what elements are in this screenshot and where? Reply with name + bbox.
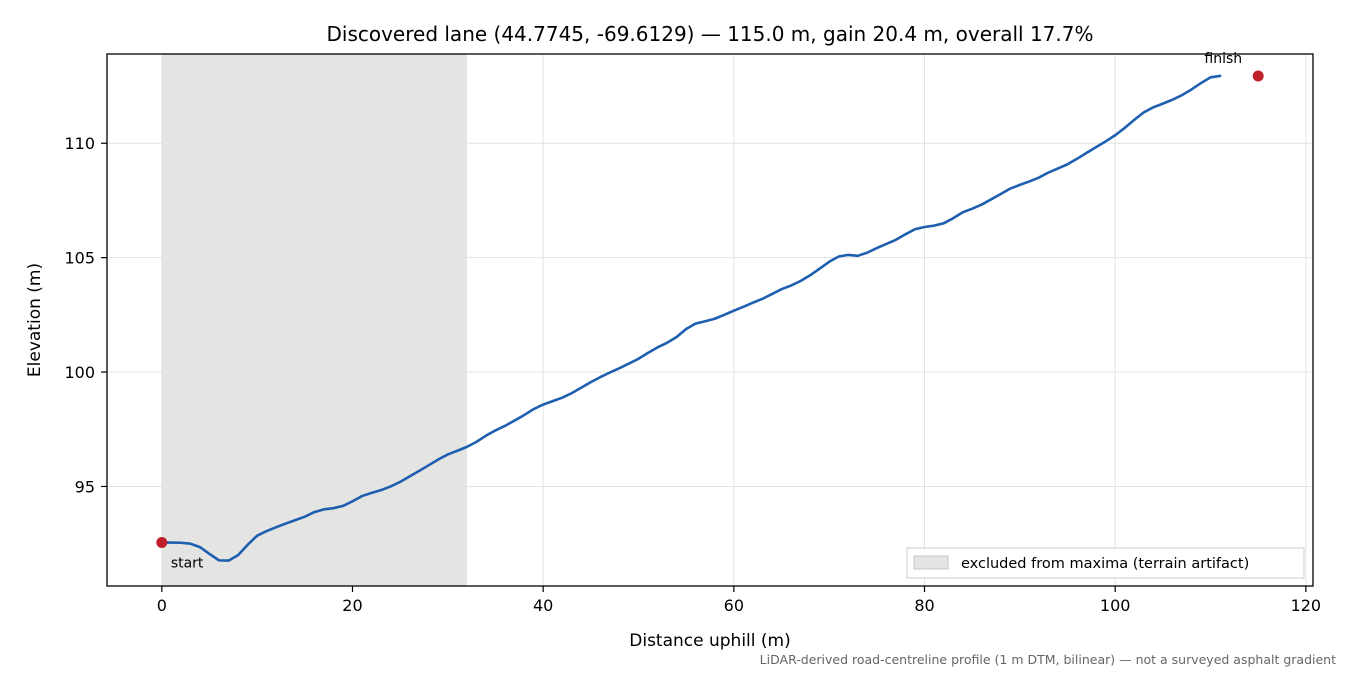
legend-band-label: excluded from maxima (terrain artifact) bbox=[961, 556, 1249, 572]
x-axis-label: Distance uphill (m) bbox=[629, 631, 790, 651]
x-tick-label: 80 bbox=[914, 596, 934, 615]
grid-layer bbox=[107, 54, 1313, 586]
excluded-band-layer bbox=[161, 54, 467, 586]
legend-band-swatch bbox=[913, 555, 949, 570]
y-axis-label: Elevation (m) bbox=[25, 263, 45, 377]
marker-layer: start finish bbox=[156, 51, 1264, 572]
y-tick-label: 105 bbox=[64, 249, 95, 268]
x-tick-label: 0 bbox=[157, 596, 167, 615]
start-marker bbox=[156, 537, 168, 549]
start-label: start bbox=[171, 556, 204, 572]
x-tick-label: 60 bbox=[724, 596, 744, 615]
y-tick-label: 110 bbox=[64, 134, 95, 153]
excluded-band bbox=[161, 54, 467, 586]
x-tick-label: 100 bbox=[1100, 596, 1131, 615]
chart-title: Discovered lane (44.7745, -69.6129) — 11… bbox=[326, 22, 1093, 46]
tick-layer: 0 20 40 60 80 100 120 95 100 105 110 bbox=[64, 134, 1321, 615]
series-layer bbox=[160, 74, 1222, 562]
footnote: LiDAR-derived road-centreline profile (1… bbox=[760, 652, 1336, 667]
x-tick-label: 40 bbox=[533, 596, 553, 615]
legend-box bbox=[906, 547, 1305, 579]
elevation-line bbox=[160, 74, 1222, 562]
x-tick-label: 120 bbox=[1291, 596, 1322, 615]
finish-label: finish bbox=[1204, 51, 1242, 67]
legend: excluded from maxima (terrain artifact) bbox=[906, 547, 1305, 579]
finish-marker bbox=[1252, 70, 1264, 82]
y-tick-label: 95 bbox=[75, 477, 95, 496]
y-tick-label: 100 bbox=[64, 363, 95, 382]
x-tick-label: 20 bbox=[342, 596, 362, 615]
plot-frame bbox=[106, 53, 1314, 587]
